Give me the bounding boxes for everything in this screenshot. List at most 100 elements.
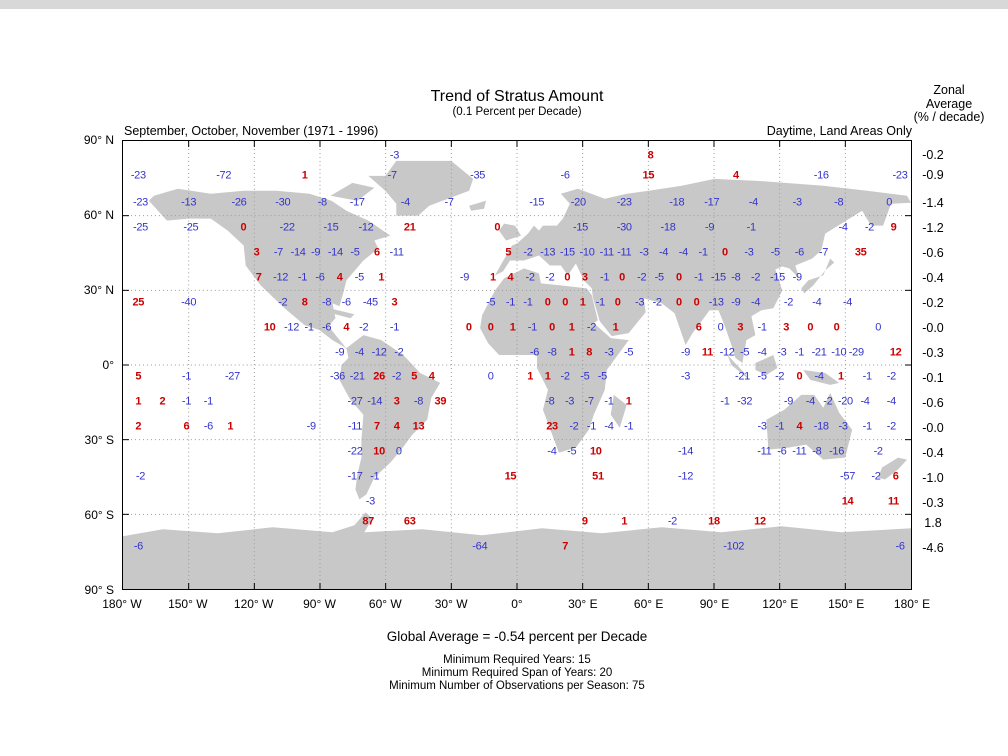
grid-point-value: -6 [321,321,332,334]
y-axis-tick-label: 90° N [83,133,114,147]
grid-point-value: -1 [604,395,614,408]
grid-point-value: 1 [838,370,844,383]
grid-point-value: 4 [732,169,739,182]
grid-point-value: 0 [676,296,682,309]
grid-point-value: -11 [757,445,772,458]
iceland [469,200,487,211]
grid-point-value: -2 [637,271,647,284]
world-map [123,141,911,589]
grid-point-value: 3 [393,395,400,408]
baffin-island [330,182,375,201]
grid-point-value: -23 [130,169,146,182]
grid-point-value: -3 [639,246,649,259]
grid-point-value: -32 [737,395,753,408]
grid-point-value: -9 [731,296,741,309]
grid-point-value: -15 [572,221,588,234]
global-average-text: Global Average = -0.54 percent per Decad… [386,629,648,644]
grid-point-value: -6 [560,169,570,182]
grid-point-value: -3 [744,246,754,259]
zonal-average-header: Zonal Average (% / decade) [893,83,1005,125]
x-axis-tick-label: 30° E [568,597,598,611]
grid-point-value: 9 [581,515,588,528]
grid-point-value: 10 [373,445,385,458]
new-zealand [878,457,908,480]
grid-point-value: 14 [841,495,854,508]
grid-point-value: 2 [159,395,166,408]
grid-point-value: -72 [216,169,232,182]
zonal-average-value: -0.4 [922,445,944,460]
grid-point-value: -5 [770,246,780,259]
season-label: September, October, November (1971 - 199… [124,124,379,138]
grid-point-value: 0 [693,296,700,309]
grid-point-value: 0 [614,296,621,309]
grid-point-value: 1 [527,370,534,383]
grid-point-value: -12 [719,346,735,359]
grid-point-value: -1 [757,321,767,334]
grid-point-value: 0 [886,196,893,209]
grid-point-value: -5 [740,346,750,359]
x-axis-tick-label: 180° W [102,597,142,611]
grid-point-value: -8 [413,395,424,408]
grid-point-value: -2 [394,346,404,359]
zonal-average-value: -0.1 [922,370,944,385]
grid-point-value: -36 [330,370,345,383]
grid-point-value: -15 [323,221,339,234]
grid-point-value: -20 [837,395,853,408]
grid-point-value: 15 [504,470,517,483]
x-axis-tick-label: 120° W [233,597,274,611]
zonal-header-line1: Zonal [933,83,965,97]
grid-point-value: -4 [400,196,410,209]
grid-point-value: 5 [505,246,512,259]
zonal-average-value: -0.9 [922,168,944,182]
grid-point-value: -23 [892,169,908,182]
grid-point-value: 3 [391,296,398,309]
grid-point-value: -4 [842,296,853,309]
grid-point-value: -6 [777,445,787,458]
grid-point-value: -8 [547,346,557,359]
grid-point-value: -2 [545,271,555,284]
grid-point-value: -35 [470,169,486,182]
grid-point-value: -12 [678,470,694,483]
australia [766,392,853,460]
grid-point-value: -16 [813,169,829,182]
grid-point-value: -5 [654,271,664,284]
japan [801,258,835,294]
grid-point-value: -3 [634,296,645,309]
grid-point-value: -4 [750,296,761,309]
grid-point-value: -1 [505,296,516,309]
grid-point-value: -23 [616,196,632,209]
grid-point-value: 2 [135,420,142,433]
top-strip [0,0,1008,9]
grid-point-value: -2 [569,420,579,433]
grid-point-value: 6 [183,420,190,433]
grid-point-value: -30 [275,196,291,209]
grid-point-value: -4 [814,370,824,383]
grid-point-value: 0 [619,271,625,284]
zonal-average-value: -1.0 [922,470,944,485]
y-axis-tick-label: 30° S [84,433,114,447]
grid-point-value: -22 [347,445,363,458]
grid-point-value: -4 [678,246,688,259]
zonal-average-value: -1.4 [922,195,944,210]
grid-point-value: -6 [341,296,351,309]
grid-point-value: 4 [393,420,400,433]
page-title: Trend of Stratus Amount [430,88,604,105]
grid-point-value: -3 [757,420,767,433]
grid-point-value: -8 [321,296,332,309]
grid-point-value: -4 [604,420,614,433]
grid-point-value: -1 [389,321,400,334]
grid-point-value: 0 [544,296,551,309]
south-america [339,335,441,500]
grid-point-value: -4 [547,445,557,458]
grid-point-value: -40 [181,296,197,309]
grid-point-value: -1 [586,420,597,433]
grid-point-value: -11 [389,246,404,259]
grid-point-value: -12 [273,271,289,284]
grid-point-value: -5 [486,296,496,309]
grid-point-value: -9 [335,346,345,359]
grid-point-value: -1 [775,420,785,433]
grid-point-value: 21 [403,221,416,234]
grid-point-value: 1 [579,296,586,309]
zonal-average-value: -0.2 [922,295,944,310]
